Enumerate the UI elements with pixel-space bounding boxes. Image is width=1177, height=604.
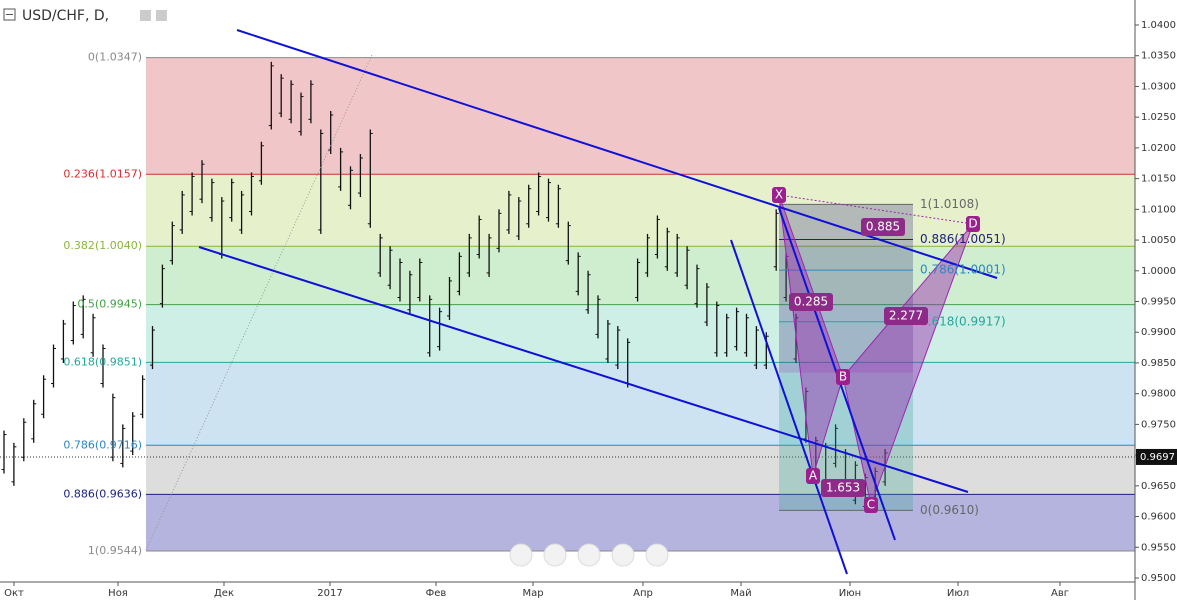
- fib-zone: [146, 246, 1135, 305]
- fib-label: 0.618(0.9851): [63, 355, 142, 368]
- fib-zone: [146, 445, 1135, 495]
- pattern-point-box: [864, 497, 878, 513]
- y-tick-label: 0.9950: [1141, 297, 1176, 308]
- x-tick-label: Окт: [4, 588, 24, 599]
- pattern-point: B: [839, 370, 847, 384]
- pattern-ratio: 0.285: [794, 295, 828, 309]
- x-tick-label: Май: [730, 588, 751, 599]
- pattern-point-box: [806, 468, 820, 484]
- fib-label: 0.236(1.0157): [63, 167, 142, 180]
- pattern-point: C: [867, 498, 875, 512]
- fib-zone: [146, 362, 1135, 446]
- pattern-ratio-box: [884, 307, 928, 325]
- last-price-label: 0.9697: [1140, 452, 1175, 463]
- pattern-xab: [778, 194, 844, 477]
- nav-button[interactable]: [645, 543, 669, 567]
- x-tick-label: 2017: [317, 588, 342, 599]
- fib-zone: [146, 304, 1135, 363]
- settings-button[interactable]: [156, 10, 167, 21]
- pattern-xd: [778, 194, 974, 225]
- pattern-ratio: 2.277: [889, 309, 923, 323]
- y-tick-label: 1.0100: [1141, 204, 1176, 215]
- pattern-point: D: [968, 217, 977, 231]
- last-price-box: [1136, 448, 1177, 465]
- y-tick-label: 1.0000: [1141, 266, 1176, 277]
- fib-zone: [146, 57, 1135, 175]
- pattern-level-label: 0.786(1.0001): [920, 263, 1006, 277]
- fib-zone: [146, 174, 1135, 247]
- y-tick-label: 0.9850: [1141, 358, 1176, 369]
- y-tick-label: 1.0050: [1141, 235, 1176, 246]
- x-tick-label: Июл: [947, 588, 969, 599]
- pattern-point: X: [775, 188, 783, 202]
- pattern-ratio-box: [789, 293, 833, 311]
- fib-label: 0.5(0.9945): [77, 298, 142, 311]
- pattern-point-box: [966, 216, 980, 232]
- fib-label: 0.382(1.0040): [63, 239, 142, 252]
- y-tick-label: 1.0150: [1141, 174, 1176, 185]
- y-tick-label: 0.9600: [1141, 512, 1176, 523]
- pattern-ratio: 0.885: [866, 220, 900, 234]
- pattern-ratio-box: [821, 479, 865, 497]
- trend-line[interactable]: [198, 246, 969, 493]
- nav-button[interactable]: [577, 543, 601, 567]
- settings-button[interactable]: [140, 10, 151, 21]
- collapse-button[interactable]: [3, 8, 16, 21]
- y-tick-label: 0.9650: [1141, 481, 1176, 492]
- pattern-point: A: [809, 469, 818, 483]
- pattern-bcd: [842, 223, 974, 507]
- pattern-level-label: 1(1.0108): [920, 197, 979, 211]
- pattern-ratio-box: [861, 218, 905, 236]
- fib-trend-line: [145, 54, 373, 551]
- x-tick-label: Дек: [214, 588, 234, 599]
- y-tick-label: 0.9750: [1141, 419, 1176, 430]
- y-tick-label: 1.0400: [1141, 20, 1176, 31]
- y-tick-label: 0.9500: [1141, 573, 1176, 584]
- fib-label: 1(0.9544): [88, 544, 142, 557]
- x-tick-label: Фев: [426, 588, 447, 599]
- pattern-level-label: 0.618(0.9917): [920, 314, 1006, 328]
- x-tick-label: Апр: [633, 588, 653, 599]
- y-tick-label: 0.9550: [1141, 542, 1176, 553]
- y-tick-label: 0.9900: [1141, 327, 1176, 338]
- nav-button[interactable]: [509, 543, 533, 567]
- nav-button[interactable]: [543, 543, 567, 567]
- fib-zone: [146, 494, 1135, 551]
- fib-label: 0(1.0347): [88, 51, 142, 64]
- x-tick-label: Авг: [1051, 588, 1069, 599]
- y-tick-label: 0.9800: [1141, 389, 1176, 400]
- y-tick-label: 1.0250: [1141, 112, 1176, 123]
- x-tick-label: Ноя: [108, 588, 128, 599]
- nav-button[interactable]: [611, 543, 635, 567]
- pattern-point-box: [772, 187, 786, 203]
- trend-line[interactable]: [236, 29, 998, 279]
- fib-label: 0.886(0.9636): [63, 487, 142, 500]
- y-tick-label: 1.0350: [1141, 51, 1176, 62]
- price-axis: [1135, 0, 1177, 600]
- pattern-level-label: 0(0.9610): [920, 503, 979, 517]
- pattern-level-label: 0.886(1.0051): [920, 232, 1006, 246]
- trend-line[interactable]: [730, 239, 848, 575]
- y-tick-label: 1.0200: [1141, 143, 1176, 154]
- x-tick-label: Июн: [839, 588, 861, 599]
- chart-title: USD/CHF, D,: [22, 8, 109, 24]
- y-tick-label: 1.0300: [1141, 81, 1176, 92]
- x-tick-label: Мар: [522, 588, 543, 599]
- pattern-ratio: 1.653: [826, 481, 860, 495]
- pattern-point-box: [836, 369, 850, 385]
- fib-label: 0.786(0.9716): [63, 438, 142, 451]
- navigation: [509, 543, 669, 567]
